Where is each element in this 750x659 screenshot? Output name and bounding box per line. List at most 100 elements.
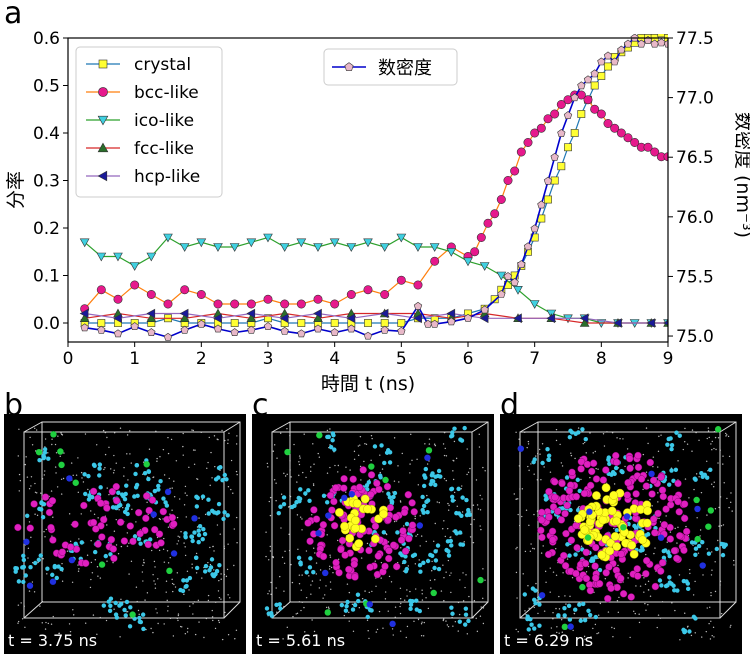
solvent-dot <box>212 545 214 548</box>
ico-atom <box>545 447 550 452</box>
bcc-atom <box>613 583 621 592</box>
point-ico-like <box>346 243 357 252</box>
bcc-atom <box>410 508 418 516</box>
ico-atom <box>20 565 25 570</box>
solvent-dot <box>438 501 440 504</box>
point-ico-like <box>296 238 307 248</box>
ico-atom <box>667 580 673 585</box>
solvent-dot <box>397 465 399 467</box>
bcc-atom <box>625 454 634 463</box>
solvent-dot <box>714 436 717 439</box>
ico-atom <box>108 552 113 557</box>
ico-atom <box>576 430 581 435</box>
solvent-dot <box>326 472 329 474</box>
fcc-atom <box>72 479 79 486</box>
point-ico-like <box>246 238 257 248</box>
bcc-atom <box>335 569 343 577</box>
solvent-dot <box>613 627 616 630</box>
solvent-dot <box>583 635 586 638</box>
solvent-dot <box>709 606 711 608</box>
solvent-dot <box>555 439 558 442</box>
solvent-dot <box>725 432 727 435</box>
box-face <box>537 421 737 603</box>
solvent-dot <box>175 460 178 462</box>
solvent-dot <box>580 545 583 548</box>
ico-atom <box>436 468 442 474</box>
bcc-atom <box>588 467 596 476</box>
bcc-atom <box>397 536 406 544</box>
solvent-dot <box>450 572 452 574</box>
solvent-dot <box>562 572 564 574</box>
solvent-dot <box>279 575 281 578</box>
ico-atom <box>669 442 675 448</box>
bcc-atom <box>651 529 659 537</box>
plot-frame <box>67 37 669 343</box>
hcp-atom <box>66 475 73 482</box>
solvent-dot <box>376 628 379 631</box>
box-face <box>289 421 489 603</box>
ico-atom <box>449 543 454 548</box>
solvent-dot <box>272 556 275 559</box>
solvent-dot <box>570 452 572 454</box>
point-number-density <box>163 332 173 341</box>
solvent-dot <box>163 623 165 625</box>
solvent-dot <box>298 583 301 585</box>
solvent-dot <box>305 596 308 599</box>
legend-marker-fcc-like <box>97 142 109 153</box>
solvent-dot <box>691 450 693 452</box>
y-right-tick-label: 77.5 <box>676 29 714 49</box>
bcc-atom <box>319 552 328 561</box>
bcc-atom <box>109 545 118 553</box>
solvent-dot <box>558 595 560 598</box>
solvent-dot <box>166 550 169 552</box>
solvent-dot <box>28 590 31 592</box>
bcc-atom <box>607 584 615 592</box>
solvent-dot <box>598 614 600 616</box>
bcc-atom <box>642 482 651 490</box>
solvent-dot <box>453 491 456 494</box>
solvent-dot <box>81 477 83 479</box>
fcc-atom <box>620 524 627 531</box>
solvent-dot <box>416 458 418 460</box>
ico-atom <box>40 515 46 520</box>
hcp-atom <box>567 623 574 630</box>
solvent-dot <box>179 625 182 628</box>
atom-clusters <box>264 425 484 628</box>
ico-atom <box>458 542 463 547</box>
crystal-atom <box>360 494 370 504</box>
solvent-dot <box>375 631 378 633</box>
fcc-atom <box>714 426 722 433</box>
solvent-dot <box>113 454 115 457</box>
ico-atom <box>16 579 22 584</box>
solvent-dot <box>178 498 181 500</box>
ico-atom <box>194 565 200 571</box>
ico-atom <box>714 546 720 552</box>
solvent-dot <box>385 533 388 536</box>
solvent-dot <box>31 444 34 446</box>
bcc-atom <box>383 482 392 491</box>
solvent-dot <box>482 607 485 609</box>
ico-atom <box>543 497 549 502</box>
ico-atom <box>687 629 692 634</box>
solvent-dot <box>406 595 408 597</box>
solvent-dot <box>442 443 445 445</box>
solvent-dot <box>90 540 92 542</box>
x-tick-label: 9 <box>663 349 674 369</box>
solvent-dot <box>292 615 294 618</box>
bcc-atom <box>366 563 374 571</box>
y-right-tick-label: 75.5 <box>676 267 714 287</box>
solvent-dot <box>709 638 712 640</box>
solvent-dot <box>417 484 420 486</box>
ico-atom <box>619 468 624 474</box>
solvent-dot <box>638 621 641 624</box>
solvent-dot <box>129 453 131 455</box>
solvent-dot <box>211 609 213 612</box>
solvent-dot <box>126 532 129 534</box>
point-number-density <box>80 323 89 332</box>
solvent-dot <box>722 455 724 457</box>
legend-marker-crystal <box>98 59 108 69</box>
solvent-dot <box>345 491 347 493</box>
solvent-dot <box>706 548 708 550</box>
point-number-density <box>313 324 323 333</box>
